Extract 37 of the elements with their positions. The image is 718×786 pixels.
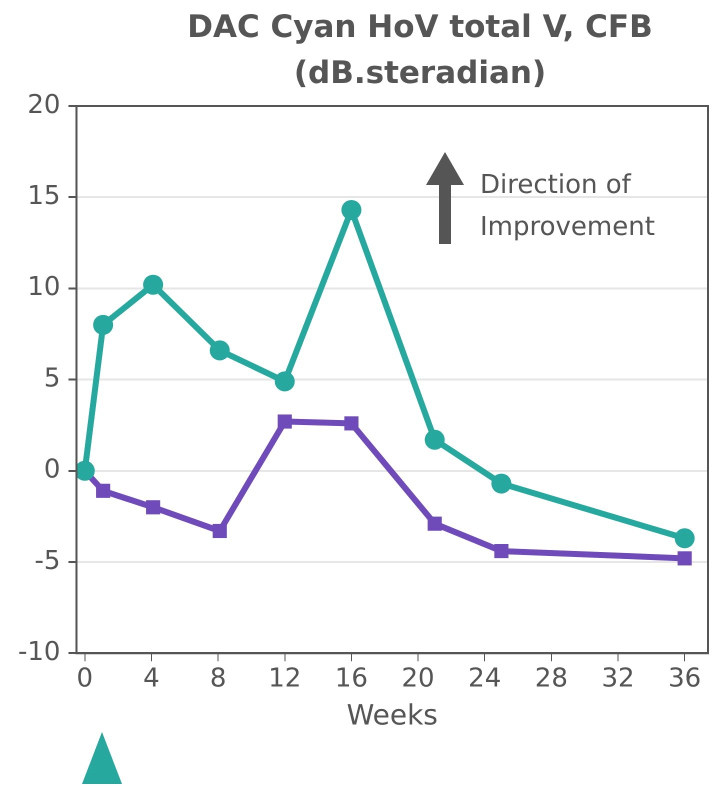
point — [93, 314, 114, 335]
annotation: Direction of Improvement — [480, 169, 656, 244]
point — [491, 474, 512, 494]
point — [341, 200, 362, 220]
y-tick-label: 10 — [27, 272, 60, 302]
y-tick-label: 15 — [27, 180, 60, 211]
point — [146, 500, 160, 514]
x-tick-label: 4 — [143, 664, 160, 694]
y-tick-label: 0 — [44, 454, 60, 485]
x-tick-label: 16 — [334, 664, 368, 694]
y-tick-label: 5 — [44, 363, 60, 394]
point — [674, 528, 695, 548]
x-tick-label: 0 — [76, 664, 94, 694]
point — [344, 416, 358, 430]
x-tick-label: 12 — [268, 664, 302, 694]
y-tick-label: 20 — [27, 90, 60, 120]
point — [210, 340, 230, 360]
x-tick-label: 36 — [668, 664, 702, 694]
x-axis-title: Weeks — [346, 698, 438, 732]
y-tick-label: -10 — [18, 636, 60, 667]
point — [143, 274, 164, 295]
point — [76, 460, 95, 481]
point — [274, 371, 295, 392]
x-tick-label: 32 — [601, 664, 635, 694]
point — [428, 516, 442, 531]
point — [96, 484, 110, 498]
x-tick-label: 24 — [468, 664, 502, 694]
point — [424, 430, 445, 450]
x-tick-label: 20 — [402, 664, 435, 694]
chart-title: DAC Cyan HoV total V, CFB (dB.steradian) — [186, 8, 654, 93]
y-tick-label: -5 — [34, 546, 60, 576]
x-tick-label: 28 — [534, 664, 568, 694]
point — [278, 414, 292, 429]
point — [494, 544, 508, 558]
point — [212, 524, 227, 538]
point — [678, 551, 692, 566]
x-tick-label: 8 — [210, 664, 226, 694]
